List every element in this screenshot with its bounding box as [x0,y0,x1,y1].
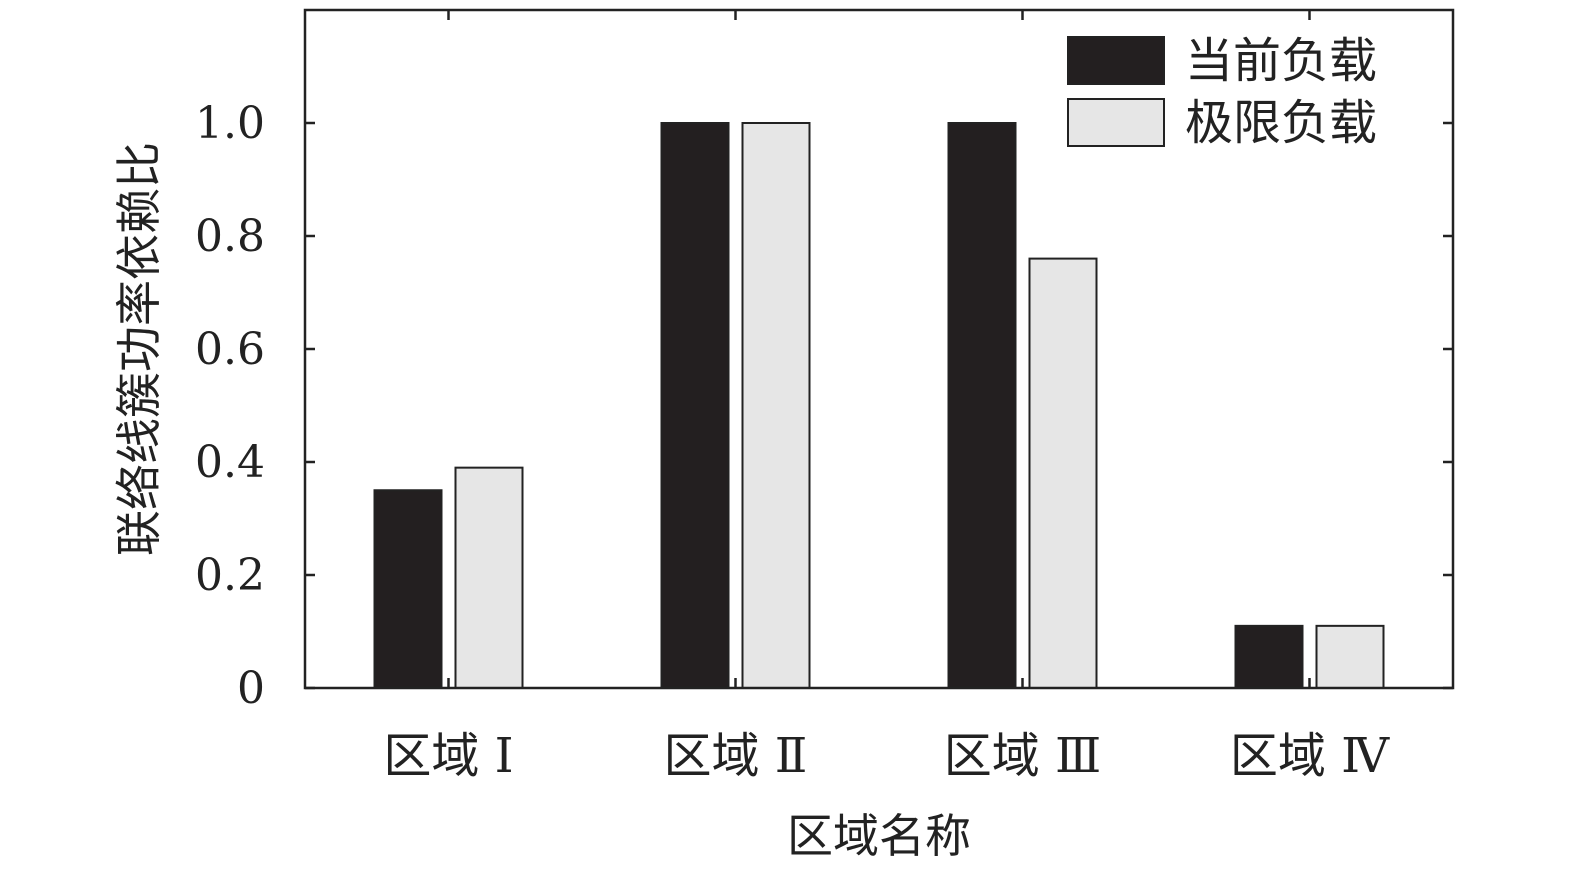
bar-series-1-category-3 [1315,624,1385,689]
bars-layer [373,122,1385,689]
bar-series-0-category-2 [947,122,1017,689]
bar-series-1-category-2 [1028,257,1098,689]
x-category-label-1: 区域 Ⅱ [664,728,808,784]
legend-swatch-current-load [1067,36,1165,85]
legend: 当前负载 极限负载 [1067,33,1377,151]
legend-label-current-load: 当前负载 [1185,33,1377,89]
y-tick-label-0: 0 [237,663,265,714]
legend-label-limit-load: 极限负载 [1185,95,1377,151]
legend-swatch-limit-load [1067,98,1165,147]
bar-series-0-category-3 [1234,624,1304,689]
y-tick-label-4: 0.8 [195,211,265,262]
bar-series-0-category-0 [373,489,443,689]
ticks-layer [305,10,1453,690]
x-category-label-2: 区域 Ⅲ [944,728,1102,784]
x-category-label-3: 区域 Ⅳ [1230,728,1390,784]
x-category-label-0: 区域 Ⅰ [383,728,513,784]
y-tick-labels: 0 0.2 0.4 0.6 0.8 1.0 [195,98,265,714]
y-tick-label-1: 0.2 [195,550,265,601]
y-axis-title: 联络线簇功率依赖比 [112,142,166,556]
y-tick-label-5: 1.0 [195,98,265,149]
x-axis-title: 区域名称 [787,809,971,863]
x-category-labels: 区域 Ⅰ 区域 Ⅱ 区域 Ⅲ 区域 Ⅳ [383,728,1390,784]
bar-series-1-category-0 [454,466,524,689]
bar-series-1-category-1 [741,122,811,689]
y-tick-label-3: 0.6 [195,324,265,375]
y-tick-label-2: 0.4 [195,437,265,488]
bar-series-0-category-1 [660,122,730,689]
